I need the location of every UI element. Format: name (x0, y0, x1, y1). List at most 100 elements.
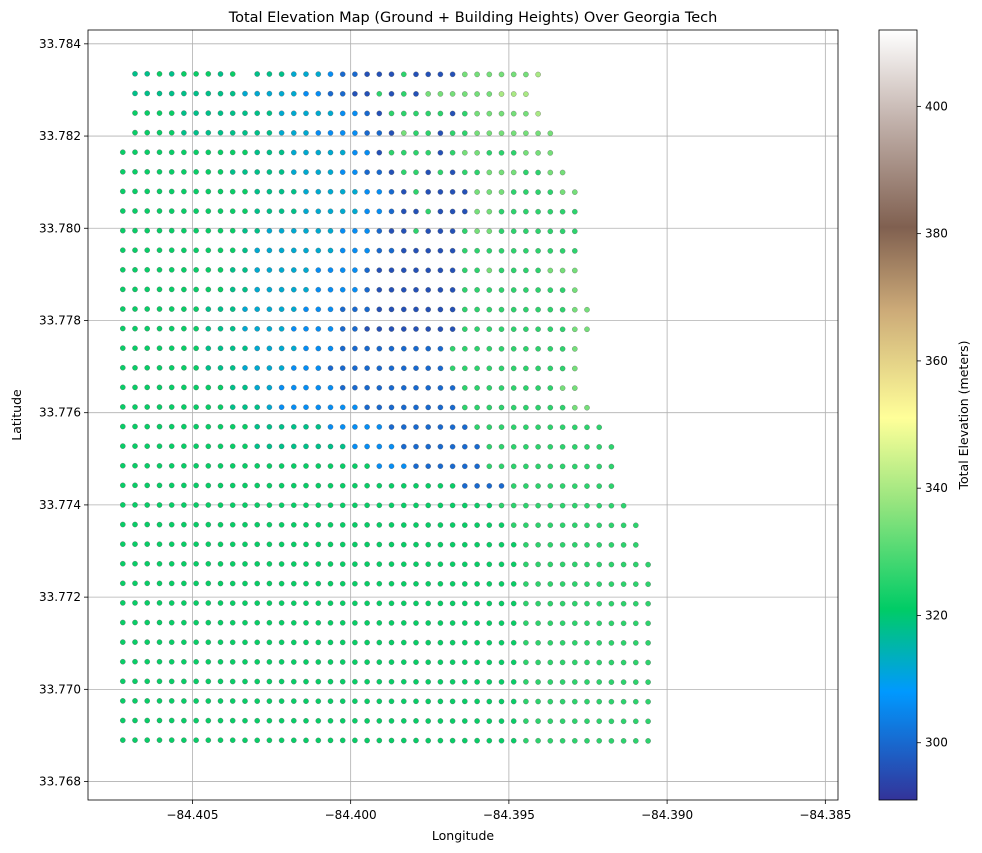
data-point (327, 404, 334, 411)
y-tick-label: 33.778 (39, 313, 81, 327)
data-point (388, 463, 395, 469)
data-point (156, 188, 163, 195)
data-point (315, 90, 322, 97)
data-point (132, 149, 138, 155)
data-point (168, 737, 175, 743)
data-point (242, 502, 248, 508)
data-point (474, 287, 480, 293)
colorbar-tick-label: 300 (925, 736, 948, 750)
data-point (620, 659, 627, 666)
data-point (401, 678, 407, 685)
data-point (413, 483, 419, 489)
data-point (327, 424, 334, 430)
data-point (535, 444, 541, 450)
data-point (425, 110, 431, 117)
data-point (535, 326, 541, 332)
data-point (413, 679, 419, 685)
data-point (229, 345, 236, 352)
data-point (132, 482, 138, 489)
data-point (486, 424, 493, 430)
data-point (364, 365, 370, 371)
data-point (413, 424, 419, 430)
data-point (132, 90, 138, 97)
data-point (156, 423, 163, 430)
data-point (205, 227, 212, 234)
data-point (559, 659, 566, 666)
data-point (535, 110, 541, 117)
colorbar-tick-label: 340 (925, 481, 948, 495)
data-point (413, 404, 419, 411)
data-point (120, 717, 126, 724)
data-point (205, 443, 212, 450)
data-point (559, 365, 566, 372)
data-point (388, 247, 395, 254)
data-point (339, 482, 346, 489)
data-point (254, 541, 260, 548)
data-point (437, 169, 444, 176)
data-point (523, 483, 529, 489)
data-point (608, 600, 615, 607)
data-point (523, 169, 529, 176)
data-point (449, 581, 456, 587)
data-point (425, 91, 431, 97)
y-axis-ticks: 33.768 33.770 33.772 33.774 33.776 33.778 33.7… (39, 37, 88, 789)
data-point (291, 678, 297, 685)
data-point (315, 286, 322, 293)
data-point (486, 306, 493, 313)
data-point (132, 639, 138, 645)
data-point (352, 149, 358, 156)
data-point (168, 521, 175, 528)
data-point (376, 91, 383, 97)
data-point (474, 639, 480, 646)
data-point (437, 110, 444, 117)
data-point (401, 522, 407, 528)
data-point (156, 463, 163, 469)
data-point (339, 443, 346, 450)
data-point (413, 71, 419, 78)
data-point (584, 404, 590, 411)
data-point (376, 639, 383, 646)
data-point (229, 659, 236, 665)
data-point (181, 698, 187, 704)
data-point (303, 698, 309, 704)
data-point (254, 737, 260, 744)
data-point (376, 326, 383, 332)
data-point (339, 424, 346, 430)
data-point (132, 717, 138, 724)
data-point (144, 404, 150, 410)
data-point (229, 619, 236, 626)
data-point (303, 502, 309, 508)
data-point (535, 600, 541, 607)
data-point (523, 306, 529, 313)
data-point (401, 561, 407, 567)
data-point (547, 620, 554, 626)
data-point (144, 384, 150, 391)
data-point (229, 384, 236, 391)
data-point (144, 345, 150, 351)
data-point (572, 542, 578, 548)
data-point (193, 188, 199, 195)
data-point (401, 404, 407, 411)
data-point (132, 71, 138, 77)
data-point (120, 247, 126, 253)
data-point (474, 267, 480, 274)
data-point (144, 325, 150, 332)
data-point (266, 463, 273, 469)
data-point (437, 424, 444, 430)
data-point (376, 600, 383, 607)
data-point (486, 169, 493, 176)
data-point (352, 71, 358, 77)
data-point (572, 385, 578, 391)
data-point (181, 169, 187, 175)
data-point (376, 247, 383, 254)
data-point (339, 463, 346, 469)
data-point (547, 365, 554, 372)
data-point (510, 600, 517, 607)
data-point (315, 698, 322, 704)
data-point (437, 659, 444, 665)
data-point (156, 71, 163, 77)
data-point (120, 208, 126, 214)
data-point (193, 561, 199, 567)
data-point (229, 325, 236, 332)
data-point (584, 306, 590, 313)
